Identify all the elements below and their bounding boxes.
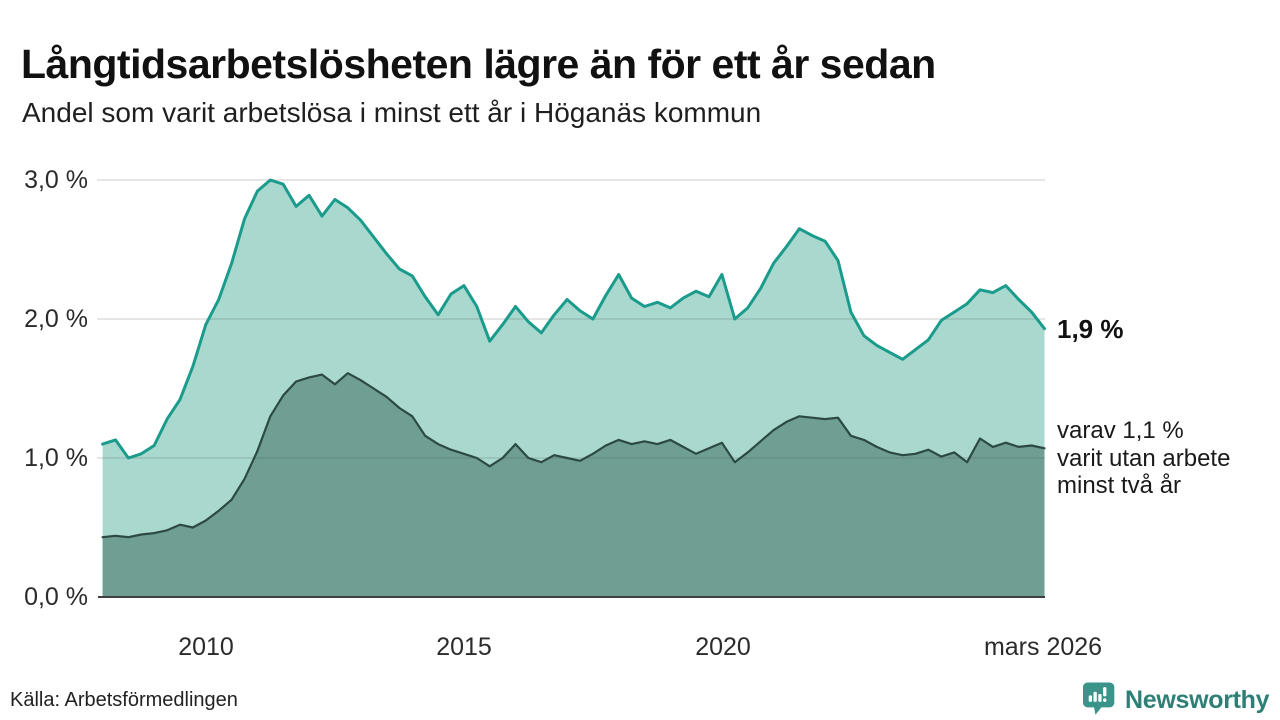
y-axis-tick-2: 2,0 % [24,305,88,333]
chart-subtitle: Andel som varit arbetslösa i minst ett å… [22,97,762,128]
x-axis-tick-2015: 2015 [436,633,492,661]
x-axis-tick-2010: 2010 [178,633,234,661]
y-axis-tick-3: 3,0 % [24,166,88,194]
series-sub-annotation: varav 1,1 % varit utan arbete minst två … [1057,417,1231,499]
newsworthy-logo: Newsworthy [1083,681,1278,719]
x-axis-tick-2020: 2020 [695,633,751,661]
x-axis-tick-mars-2026: mars 2026 [983,633,1103,661]
newsworthy-chart-bubble-icon [1083,682,1118,718]
newsworthy-wordmark: Newsworthy [1125,685,1270,714]
page-title: Långtidsarbetslösheten lägre än för ett … [21,41,936,88]
y-axis-tick-0: 0,0 % [24,583,88,611]
area-1,1 % [102,373,1045,597]
source-note: Källa: Arbetsförmedlingen [10,689,238,711]
y-axis-tick-1: 1,0 % [24,444,88,472]
series-end-value-label: 1,9 % [1057,314,1124,344]
